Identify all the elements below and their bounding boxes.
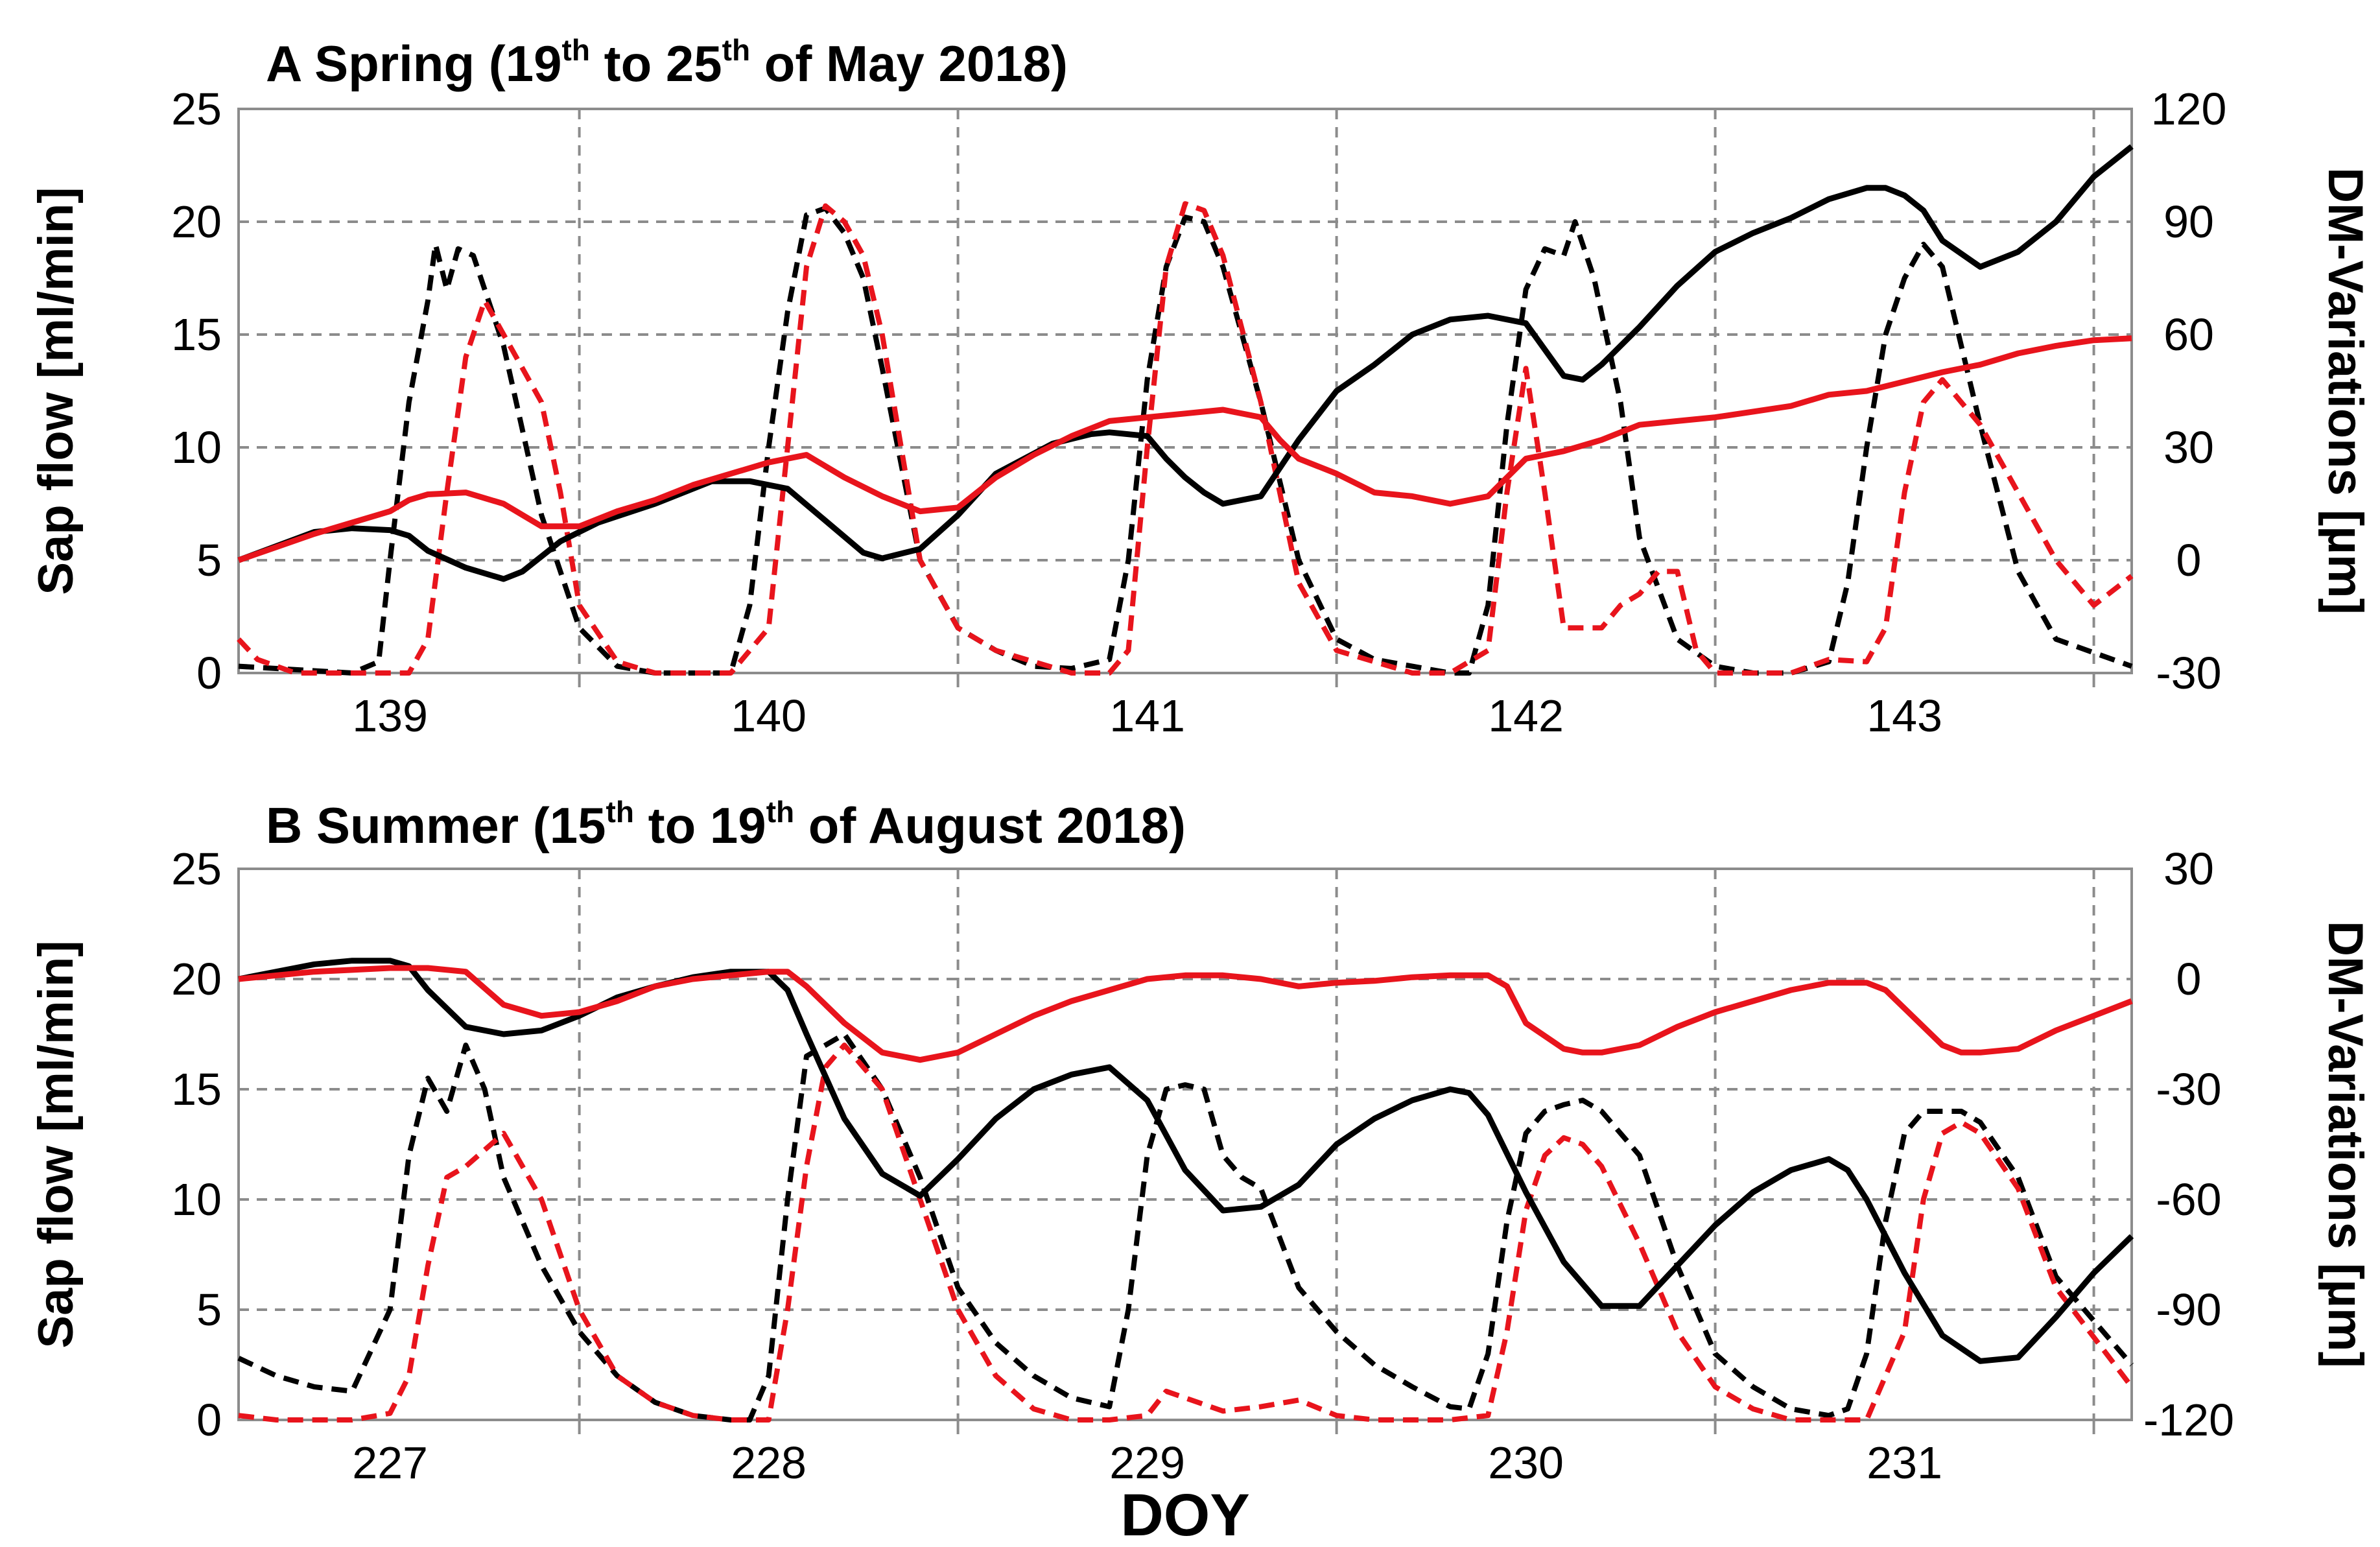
- panel-a-y2-tick-label: 120: [2151, 84, 2227, 134]
- panel-a-y2-tick-label: -30: [2156, 648, 2221, 698]
- panel-b-x-tick-label: 229: [1109, 1437, 1185, 1488]
- panel-b-x-tick-label: 230: [1488, 1437, 1564, 1488]
- panel-b-y-tick-label: 5: [196, 1284, 222, 1335]
- panel-b-plot-frame: [237, 868, 2133, 1421]
- panel-a-ticks: 139 140 141 142 143 0 5 10 15 20 25 -30 0 30 60 90 120: [171, 84, 2226, 741]
- panel-a-y2-tick-label: 30: [2163, 422, 2214, 473]
- panel-a-series-dm-variations-tree-1: [237, 144, 2134, 582]
- panel-b-series-dm-variations-tree-2: [238, 965, 2133, 1063]
- panel-b-grid: [239, 869, 2132, 1420]
- panel-b-series-sap-flow-tree-1: [237, 1032, 2134, 1423]
- panel-a-y-tick-label: 15: [171, 309, 222, 360]
- panel-b-ticks: 227 228 229 230 231 0 5 10 15 20 25 -120 -90 -60 -30 0 3…: [171, 844, 2234, 1488]
- panel-a-y-tick-label: 20: [171, 196, 222, 247]
- panel-a-y-tick-label: 25: [171, 84, 222, 134]
- panel-a-y2-tick-label: 0: [2176, 535, 2202, 585]
- panel-a-plot-frame: [237, 108, 2133, 674]
- panel-b-series: [237, 958, 2134, 1423]
- panel-b-y2-axis-label: DM-Variations [µm]: [2318, 921, 2373, 1368]
- panel-a-series-sap-flow-tree-1: [238, 206, 2133, 676]
- panel-b-y2-tick-label: 0: [2176, 954, 2202, 1004]
- panel-b-y2-tick-label: -60: [2156, 1174, 2221, 1225]
- panel-a-x-tick-label: 142: [1488, 691, 1564, 741]
- panel-b-y2-tick-label: 30: [2163, 844, 2214, 894]
- panel-b-y2-tick-label: -120: [2143, 1395, 2234, 1445]
- panel-b-y-tick-label: 15: [171, 1064, 222, 1115]
- panel-a-x-tick-label: 141: [1109, 691, 1185, 741]
- panel-b-series-sap-flow-tree-2: [238, 1043, 2134, 1423]
- panel-a-y2-axis-label: DM-Variations [µm]: [2318, 167, 2373, 615]
- panel-a-x-tick-label: 140: [731, 691, 807, 741]
- panel-b-y-tick-label: 0: [196, 1395, 222, 1445]
- panel-a-y-axis-label: Sap flow [ml/min]: [29, 187, 84, 595]
- panel-a-y-tick-label: 10: [171, 422, 222, 473]
- panel-b-y-axis-label: Sap flow [ml/min]: [29, 940, 84, 1348]
- panel-b-y-tick-label: 25: [171, 844, 222, 894]
- panel-b-y2-tick-label: -30: [2156, 1064, 2221, 1115]
- x-axis-label-doy: DOY: [1120, 1482, 1249, 1547]
- panel-b-y-tick-label: 10: [171, 1174, 222, 1225]
- panel-a-spring: A Spring (19th to 25th of May 2018) 139 1…: [29, 33, 2373, 741]
- panel-b-x-tick-label: 228: [731, 1437, 807, 1488]
- panel-a-y2-tick-label: 90: [2163, 196, 2214, 247]
- panel-a-series-sap-flow-tree-2: [237, 201, 2134, 676]
- panel-b-x-tick-label: 227: [352, 1437, 428, 1488]
- panel-a-y-tick-label: 5: [196, 535, 222, 585]
- panel-a-x-tick-label: 143: [1867, 691, 1942, 741]
- panel-a-series: [237, 144, 2134, 676]
- panel-b-series-dm-variations-tree-1: [238, 958, 2134, 1364]
- panel-b-y2-tick-label: -90: [2156, 1284, 2221, 1335]
- panel-b-title: B Summer (15th to 19th of August 2018): [266, 795, 1186, 854]
- panel-a-y2-tick-label: 60: [2163, 309, 2214, 360]
- panel-b-y-tick-label: 20: [171, 954, 222, 1004]
- panel-a-title: A Spring (19th to 25th of May 2018): [266, 33, 1068, 92]
- panel-a-y-tick-label: 0: [196, 648, 222, 698]
- panel-b-x-tick-label: 231: [1867, 1437, 1942, 1488]
- panel-a-series-dm-variations-tree-2: [237, 335, 2132, 563]
- panel-a-x-tick-label: 139: [352, 691, 428, 741]
- panel-b-summer: B Summer (15th to 19th of August 2018) 2…: [29, 795, 2373, 1547]
